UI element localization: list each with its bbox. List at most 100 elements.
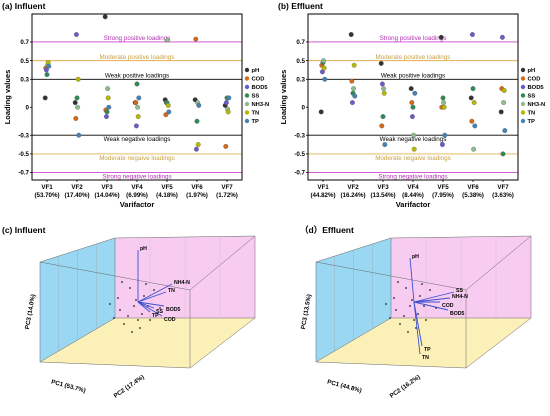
cube-edge: [465, 317, 532, 369]
point-NH3-N: [105, 86, 111, 92]
band-label: Weak negative loadings: [380, 136, 447, 143]
vector-label: pH: [140, 246, 147, 252]
point-BOD5: [73, 32, 79, 37]
x-tick-sublabel: (7.95%): [432, 192, 454, 199]
point-SS: [44, 72, 50, 78]
point-TP: [46, 63, 52, 69]
point-TP: [412, 90, 418, 96]
band-label: Weak positive loadings: [105, 72, 169, 79]
point-COD: [349, 78, 355, 84]
band-label: Moderate positive loadings: [376, 54, 451, 61]
y-tick-label: -0.5: [294, 151, 305, 158]
y-tick-label: -0.3: [18, 132, 29, 139]
point-TP: [442, 132, 448, 138]
y-tick-label: 0: [26, 104, 30, 111]
vector-label: COD: [164, 317, 176, 323]
point-TP: [382, 142, 388, 148]
point-BOD5: [133, 123, 139, 129]
point-TN: [471, 100, 477, 106]
legend-label: SS: [252, 94, 260, 100]
band-label: Moderate negaive loadings: [99, 155, 175, 162]
point-COD: [223, 143, 229, 149]
legend-label: pH: [252, 68, 260, 74]
sample-point: [135, 299, 137, 301]
point-SS: [500, 151, 506, 157]
legend-marker: [520, 118, 526, 124]
point-COD: [133, 100, 139, 106]
point-TP: [472, 123, 478, 129]
point-BOD5: [103, 114, 109, 120]
sample-point: [409, 305, 411, 307]
legend-label: BOD5: [252, 85, 269, 91]
loading-vector: [137, 301, 165, 307]
x-axis-title: Varifactor: [396, 200, 431, 209]
point-NH3-N: [75, 104, 81, 110]
point-TN: [351, 62, 357, 68]
legend-marker: [520, 110, 526, 115]
sample-point: [429, 289, 431, 291]
sample-point: [109, 303, 111, 305]
point-TP: [76, 132, 82, 138]
y-tick-label: 0.7: [20, 39, 29, 46]
band-label: Strong negative loadings: [102, 174, 171, 181]
sample-point: [385, 303, 387, 305]
point-TP: [136, 95, 142, 101]
sample-point: [141, 313, 143, 315]
pca-biplot-c: (c) Influent PC3 (14.0%) PC1 (53.7%) PC2 (1…: [2, 225, 256, 400]
point-NH3-N: [441, 100, 447, 106]
loading-vector: [413, 291, 455, 303]
point-NH3-N: [351, 86, 357, 92]
x-tick-label: VF2: [71, 184, 83, 191]
pca-biplot-d: （d）Effluent PC3 (13.5%) PC1 (44.8%) PC2 (16…: [300, 225, 532, 400]
x-tick-label: VF6: [467, 184, 479, 191]
x-tick-label: VF5: [437, 184, 449, 191]
x-tick-sublabel: (44.82%): [310, 192, 335, 199]
vector-label: TP: [424, 347, 431, 353]
point-SS: [194, 118, 200, 124]
point-TP: [166, 109, 172, 115]
sample-point: [143, 295, 145, 297]
vector-label: TN: [422, 355, 429, 361]
point-TN: [381, 90, 387, 96]
sample-point: [423, 305, 425, 307]
sample-point: [397, 281, 399, 283]
x-tick-label: VF2: [347, 184, 359, 191]
vector-label: COD: [442, 303, 454, 309]
loading-vector: [137, 283, 173, 303]
point-pH: [468, 95, 474, 101]
point-TN: [501, 88, 507, 93]
vector-label: NH4-N: [452, 294, 468, 300]
loading-vector: [413, 301, 423, 347]
legend-label: NH3-N: [528, 102, 546, 108]
legend-marker: [244, 93, 250, 98]
point-SS: [410, 104, 416, 110]
x-tick-sublabel: (4.18%): [156, 192, 178, 199]
point-SS: [134, 81, 140, 87]
x-tick-label: VF1: [41, 184, 53, 191]
point-BOD5: [409, 114, 415, 120]
legend-label: COD: [252, 77, 265, 83]
sample-point: [411, 299, 413, 301]
band-label: Strong positive loadings: [104, 35, 171, 42]
legend-marker: [244, 67, 250, 73]
y-tick-label: 0.5: [296, 58, 305, 65]
cube-edge: [465, 235, 532, 291]
sample-point: [419, 295, 421, 297]
panel-title: (b) Effluent: [278, 1, 323, 11]
y-axis-title: Loading values: [3, 70, 12, 125]
loading-vector: [413, 301, 421, 355]
cube-edge: [39, 261, 191, 291]
sample-point: [119, 309, 121, 311]
x-tick-sublabel: (53.70%): [34, 192, 59, 199]
cube-edge: [189, 317, 256, 369]
legend-label: NH3-N: [252, 102, 270, 108]
legend-marker: [520, 67, 526, 73]
point-COD: [163, 112, 169, 118]
x-tick-sublabel: (5.38%): [462, 192, 484, 199]
point-TP: [502, 128, 508, 134]
vector-label: SS: [156, 309, 163, 315]
point-pH: [72, 100, 78, 106]
y-tick-label: 0.7: [296, 39, 305, 46]
x-tick-label: VF3: [101, 184, 113, 191]
x-tick-sublabel: (14.04%): [94, 192, 119, 199]
